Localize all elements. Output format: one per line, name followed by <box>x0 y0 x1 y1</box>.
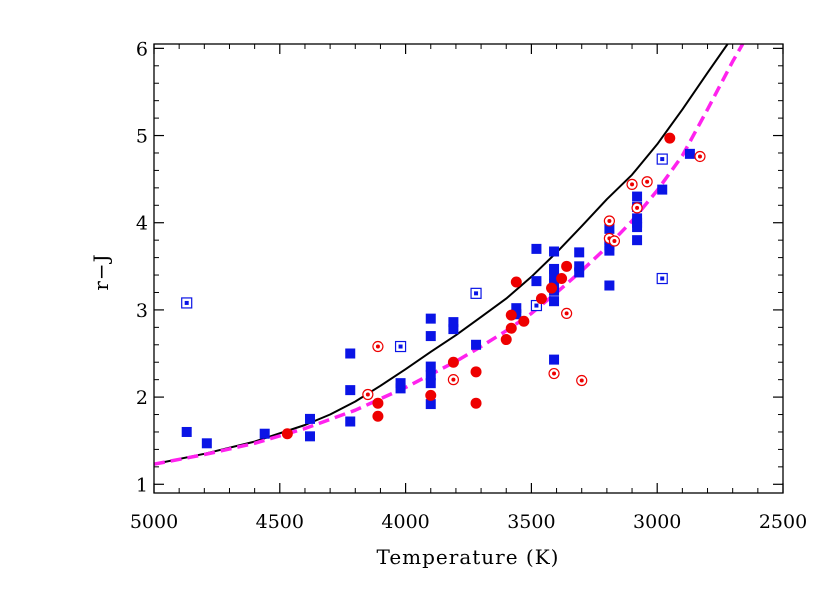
filled-square-point <box>549 246 560 257</box>
filled-square-point <box>201 438 212 449</box>
filled-square-point <box>181 426 192 437</box>
filled-circle-point <box>425 389 437 401</box>
filled-square-point <box>574 261 585 272</box>
filled-square-point <box>549 354 560 365</box>
y-tick-label: 3 <box>136 300 148 322</box>
x-tick-label: 3500 <box>507 511 555 533</box>
filled-square-point <box>304 413 315 424</box>
filled-circle-point <box>664 132 676 144</box>
filled-square-point <box>425 313 436 324</box>
model-curves <box>154 44 745 466</box>
open-circle-point <box>372 340 384 353</box>
filled-square-point <box>471 339 482 350</box>
filled-square-point <box>604 223 615 234</box>
filled-square-point <box>531 243 542 254</box>
open-circle-point <box>447 374 460 386</box>
filled-square-point <box>549 270 560 281</box>
open-circle-point <box>362 388 374 401</box>
y-tick-label: 2 <box>136 387 148 409</box>
filled-square-point <box>259 428 270 439</box>
filled-square-point <box>511 303 522 314</box>
filled-square-point <box>657 184 668 195</box>
filled-square-point <box>632 213 643 224</box>
axes: 5000 4500 4000 3500 3000 2500 1 2 3 4 5 6 <box>130 38 807 533</box>
y-tick-label: 4 <box>136 213 148 235</box>
filled-square-point <box>345 385 356 396</box>
filled-square-point <box>425 378 436 389</box>
filled-square-point <box>425 331 436 342</box>
filled-square-point <box>425 361 436 372</box>
y-axis-label: r−J <box>89 253 113 290</box>
open-square-point <box>656 153 668 165</box>
filled-square-point <box>345 416 356 427</box>
x-tick-label: 4500 <box>256 511 304 533</box>
open-circle-point <box>631 202 643 214</box>
filled-circle-point <box>447 356 459 368</box>
filled-circle-point <box>546 282 558 294</box>
filled-square-point <box>549 263 560 274</box>
x-tick-label: 4000 <box>381 511 429 533</box>
filled-square-point <box>448 324 459 335</box>
filled-circle-point <box>372 397 384 409</box>
filled-square-point <box>632 191 643 202</box>
filled-square-point <box>632 235 643 246</box>
open-circle-point <box>561 307 573 319</box>
solid-curve <box>154 44 729 466</box>
filled-square-point <box>425 370 436 381</box>
filled-square-point <box>448 317 459 328</box>
filled-circle-point <box>505 322 517 334</box>
filled-square-point <box>604 245 615 256</box>
open-square-point <box>181 297 193 309</box>
open-circle-point <box>576 374 588 387</box>
filled-square-point <box>684 148 695 159</box>
filled-circle-point <box>561 260 573 272</box>
filled-circle-point <box>556 273 568 285</box>
filled-circle-point <box>281 428 293 440</box>
filled-circle-point <box>510 276 522 288</box>
filled-circle-point <box>505 309 517 321</box>
filled-square-point <box>604 280 615 291</box>
filled-square-point <box>395 378 406 389</box>
open-square-point <box>656 272 668 285</box>
x-tick-label: 5000 <box>130 511 178 533</box>
filled-circle-point <box>535 293 547 305</box>
open-circle-point <box>603 215 615 227</box>
open-circle-point <box>548 367 560 380</box>
filled-circle-point <box>470 397 482 409</box>
y-tick-label: 5 <box>136 126 148 148</box>
filled-square-point <box>345 348 356 359</box>
filled-square-point <box>604 240 615 251</box>
x-axis-label: Temperature (K) <box>377 545 560 569</box>
open-circle-point <box>641 176 653 188</box>
filled-square-point <box>531 276 542 287</box>
filled-square-point <box>425 399 436 410</box>
filled-circle-point <box>500 334 512 346</box>
y-tick-label: 6 <box>136 38 148 60</box>
open-square-point <box>470 287 482 299</box>
open-circle-point <box>608 235 621 247</box>
plot-frame <box>153 43 784 494</box>
filled-circle-point <box>470 366 482 378</box>
x-tick-label: 3000 <box>633 511 681 533</box>
filled-circle-point <box>372 410 384 422</box>
open-square-point <box>394 340 407 353</box>
y-tick-label: 1 <box>136 474 148 496</box>
filled-square-point <box>549 296 560 307</box>
x-tick-label: 2500 <box>759 511 807 533</box>
open-circle-point <box>694 150 706 163</box>
data-points <box>181 132 706 449</box>
filled-square-point <box>304 431 315 442</box>
filled-circle-point <box>518 315 530 327</box>
filled-square-point <box>395 383 406 394</box>
filled-square-point <box>574 247 585 258</box>
filled-square-point <box>574 267 585 278</box>
open-circle-point <box>626 178 638 190</box>
dashed-curve <box>154 44 745 466</box>
